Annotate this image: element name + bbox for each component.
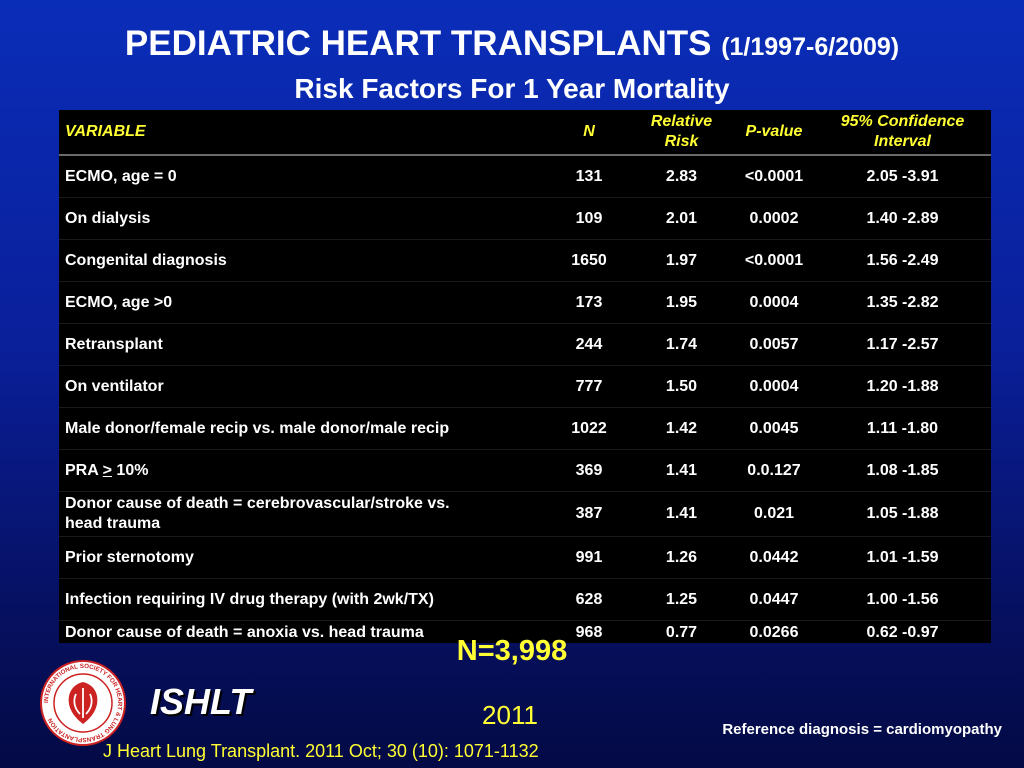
cell-confidence-interval: 1.05 -1.88: [814, 491, 991, 537]
cell-p-value: 0.0442: [734, 536, 814, 579]
cell-p-value: 0.0057: [734, 323, 814, 366]
table-row: ECMO, age = 0 131 2.83 <0.0001 2.05 -3.9…: [59, 155, 991, 198]
cell-confidence-interval: 1.08 -1.85: [814, 449, 991, 492]
table-row: On dialysis 109 2.01 0.0002 1.40 -2.89: [59, 197, 991, 240]
cell-n: 777: [549, 365, 629, 408]
cell-p-value: 0.0447: [734, 578, 814, 621]
cell-relative-risk: 1.95: [629, 281, 734, 324]
cell-variable: Prior sternotomy: [59, 536, 549, 579]
cell-variable: Donor cause of death = cerebrovascular/s…: [59, 491, 549, 537]
cell-relative-risk: 1.97: [629, 239, 734, 282]
cell-variable: On ventilator: [59, 365, 549, 408]
cell-p-value: <0.0001: [734, 155, 814, 198]
cell-p-value: 0.0004: [734, 365, 814, 408]
cell-n: 244: [549, 323, 629, 366]
greater-equal-symbol: >: [102, 462, 112, 479]
cell-confidence-interval: 1.56 -2.49: [814, 239, 991, 282]
cell-p-value: 0.0002: [734, 197, 814, 240]
cell-n: 173: [549, 281, 629, 324]
ishlt-brand: ISHLT: [150, 681, 252, 722]
table-row: Male donor/female recip vs. male donor/m…: [59, 407, 991, 450]
table-row: Prior sternotomy 991 1.26 0.0442 1.01 -1…: [59, 536, 991, 579]
cell-relative-risk: 0.77: [665, 623, 698, 641]
cell-n: 387: [549, 491, 629, 537]
cell-n: 109: [549, 197, 629, 240]
slide-title-main: PEDIATRIC HEART TRANSPLANTS: [124, 24, 712, 63]
slide-subtitle: Risk Factors For 1 Year Mortality: [294, 73, 730, 104]
header-relative-risk: Relative Risk: [629, 110, 734, 156]
cell-variable: Infection requiring IV drug therapy (wit…: [59, 578, 549, 621]
header-confidence-interval: 95% Confidence Interval: [814, 110, 991, 156]
table-row: On ventilator 777 1.50 0.0004 1.20 -1.88: [59, 365, 991, 408]
header-p-value: P-value: [734, 110, 814, 156]
cell-confidence-interval: 1.17 -2.57: [814, 323, 991, 366]
table-row: ECMO, age >0 173 1.95 0.0004 1.35 -2.82: [59, 281, 991, 324]
table-row: Donor cause of death = cerebrovascular/s…: [59, 491, 991, 537]
cell-n: 968: [575, 623, 603, 641]
cell-relative-risk: 2.01: [629, 197, 734, 240]
cell-p-value: 0.0045: [734, 407, 814, 450]
cell-relative-risk: 1.41: [629, 449, 734, 492]
cell-variable-line1: Donor cause of death = cerebrovascular/s…: [65, 495, 450, 512]
slide-title: PEDIATRIC HEART TRANSPLANTS (1/1997-6/20…: [0, 24, 1024, 67]
risk-factor-table: VARIABLE N Relative Risk P-value 95% Con…: [59, 110, 991, 643]
cell-variable: PRA > 10%: [59, 449, 549, 492]
cell-n: 1650: [549, 239, 629, 282]
cell-n: 1022: [549, 407, 629, 450]
cell-confidence-interval: 0.62 -0.97: [866, 623, 939, 641]
cell-relative-risk: 1.42: [629, 407, 734, 450]
cell-variable: Male donor/female recip vs. male donor/m…: [59, 407, 549, 450]
cell-relative-risk: 1.74: [629, 323, 734, 366]
cell-variable: On dialysis: [59, 197, 549, 240]
cell-p-value: 0.0004: [734, 281, 814, 324]
header-ci-line2: Interval: [874, 133, 931, 150]
cell-confidence-interval: 2.05 -3.91: [814, 155, 991, 198]
table-row: PRA > 10% 369 1.41 0.0.127 1.08 -1.85: [59, 449, 991, 492]
cell-variable-suffix: 10%: [111, 462, 149, 479]
header-n: N: [549, 110, 629, 156]
cell-variable: Donor cause of death = anoxia vs. head t…: [65, 623, 424, 641]
cell-relative-risk: 1.50: [629, 365, 734, 408]
cell-variable: Congenital diagnosis: [59, 239, 549, 282]
cell-p-value: 0.0266: [749, 623, 799, 641]
header-variable: VARIABLE: [59, 110, 549, 156]
year-label: 2011: [482, 700, 538, 730]
cell-variable-prefix: PRA: [65, 462, 103, 479]
table-row: Retransplant 244 1.74 0.0057 1.17 -2.57: [59, 323, 991, 366]
header-relative-risk-line2: Risk: [664, 133, 699, 150]
table-header-row: VARIABLE N Relative Risk P-value 95% Con…: [59, 110, 991, 156]
cell-relative-risk: 1.26: [629, 536, 734, 579]
cell-confidence-interval: 1.00 -1.56: [814, 578, 991, 621]
cell-n: 131: [549, 155, 629, 198]
cell-p-value: 0.0.127: [734, 449, 814, 492]
citation: J Heart Lung Transplant. 2011 Oct; 30 (1…: [103, 741, 539, 761]
slide-title-range: (1/1997-6/2009): [721, 33, 900, 61]
reference-note: Reference diagnosis = cardiomyopathy: [722, 721, 1002, 738]
cell-relative-risk: 1.25: [629, 578, 734, 621]
cell-variable: Retransplant: [59, 323, 549, 366]
cell-variable: ECMO, age >0: [59, 281, 549, 324]
cell-confidence-interval: 1.11 -1.80: [814, 407, 991, 450]
sample-size-label: N=3,998: [456, 635, 568, 667]
table-row: Donor cause of death = anoxia vs. head t…: [59, 621, 991, 644]
cell-relative-risk: 2.83: [629, 155, 734, 198]
cell-n: 628: [549, 578, 629, 621]
ishlt-logo-icon: INTERNATIONAL SOCIETY FOR HEART & LUNG T…: [40, 660, 126, 746]
cell-relative-risk: 1.41: [629, 491, 734, 537]
header-relative-risk-line1: Relative: [650, 113, 713, 130]
cell-variable: ECMO, age = 0: [59, 155, 549, 198]
cell-p-value: 0.021: [734, 491, 814, 537]
header-ci-line1: 95% Confidence: [840, 113, 965, 130]
cell-p-value: <0.0001: [734, 239, 814, 282]
cell-confidence-interval: 1.20 -1.88: [814, 365, 991, 408]
cell-n: 369: [549, 449, 629, 492]
table-row: Congenital diagnosis 1650 1.97 <0.0001 1…: [59, 239, 991, 282]
cell-confidence-interval: 1.01 -1.59: [814, 536, 991, 579]
cell-confidence-interval: 1.35 -2.82: [814, 281, 991, 324]
cell-variable-line2: head trauma: [65, 515, 161, 532]
table-row: Infection requiring IV drug therapy (wit…: [59, 578, 991, 621]
cell-n: 991: [549, 536, 629, 579]
cell-confidence-interval: 1.40 -2.89: [814, 197, 991, 240]
